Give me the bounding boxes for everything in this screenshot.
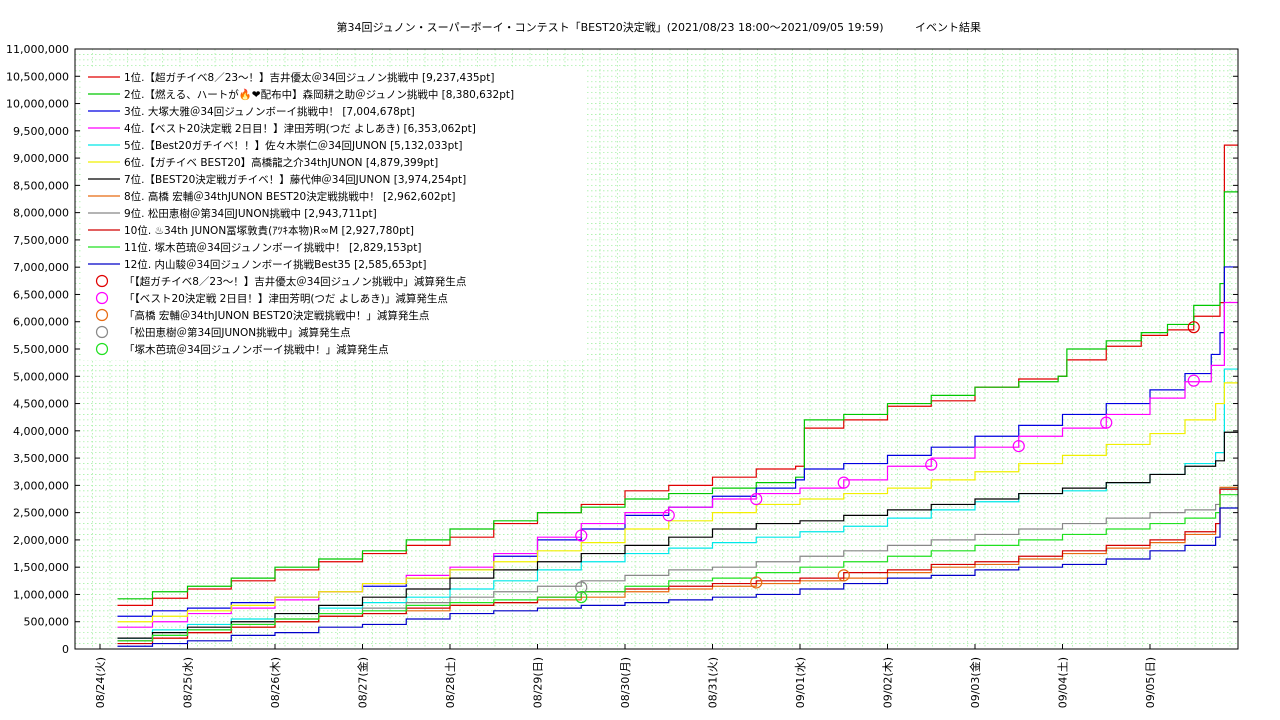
y-tick-label: 9,500,000 [13, 125, 69, 138]
marker-point-2 [925, 458, 938, 471]
legend-marker-label-5: 「塚木芭琉＠34回ジュノンボーイ挑戦中！」減算発生点 [124, 343, 389, 356]
x-tick-label: 08/29(日) [532, 657, 545, 708]
legend-marker-label-4: 「松田恵樹＠第34回JUNON挑戦中」減算発生点 [124, 326, 351, 339]
legend-label-11: 11位. 塚木芭琉＠34回ジュノンボーイ挑戦中！ [2,829,153pt] [124, 241, 421, 254]
legend-marker-label-1: 「【超ガチイベ8／23〜！】吉井優太＠34回ジュノン挑戦中」減算発生点 [124, 275, 466, 288]
legend-marker-label-2: 「【ベスト20決定戦 2日目！】津田芳明(つだ よしあき)」減算発生点 [124, 292, 448, 305]
y-tick-label: 10,500,000 [6, 70, 69, 83]
x-tick-label: 08/30(月) [619, 657, 632, 708]
series-line-7 [117, 431, 1238, 639]
y-tick-label: 4,500,000 [13, 398, 69, 411]
x-tick-label: 08/27(金) [356, 657, 370, 708]
legend-label-12: 12位. 内山駿＠34回ジュノンボーイ挑戦Best35 [2,585,653pt… [124, 258, 427, 271]
legend-background [82, 68, 587, 360]
marker-point-2 [575, 529, 588, 542]
x-tick-label: 08/31(火) [707, 657, 720, 708]
y-tick-label: 8,000,000 [13, 207, 69, 220]
legend-marker-3 [95, 308, 109, 322]
marker-point-2 [837, 476, 850, 489]
legend-label-7: 7位.【BEST20決定戦ガチイベ！】藤代伸＠34回JUNON [3,974,2… [124, 173, 466, 186]
y-tick-label: 9,000,000 [13, 152, 69, 165]
legend-label-3: 3位. 大塚大雅＠34回ジュノンボーイ挑戦中！ [7,004,678pt] [124, 105, 415, 118]
x-tick-label: 08/28(土) [444, 657, 457, 708]
y-tick-label: 8,500,000 [13, 179, 69, 192]
x-tick-label: 09/01(水) [794, 657, 807, 708]
y-tick-label: 500,000 [24, 616, 70, 629]
marker-point-2 [1100, 416, 1113, 429]
legend: 1位.【超ガチイベ8／23〜！】吉井優太＠34回ジュノン挑戦中 [9,237,4… [88, 71, 514, 356]
x-tick-label: 09/04(土) [1057, 657, 1070, 708]
x-tick-label: 09/03(金) [968, 657, 982, 708]
x-tick-label: 09/05(日) [1144, 657, 1157, 708]
y-tick-label: 3,500,000 [13, 452, 69, 465]
legend-label-4: 4位.【ベスト20決定戦 2日目！】津田芳明(つだ よしあき) [6,353,0… [124, 122, 476, 135]
chart-title: 第34回ジュノン・スーパーボーイ・コンテスト「BEST20決定戦」(2021/0… [336, 20, 883, 34]
y-tick-label: 11,000,000 [6, 43, 69, 56]
y-tick-label: 7,000,000 [13, 261, 69, 274]
y-tick-label: 6,000,000 [13, 316, 69, 329]
y-tick-label: 5,500,000 [13, 343, 69, 356]
legend-label-8: 8位. 高橋 宏輔＠34thJUNON BEST20決定戦挑戦中！ [2,962… [124, 190, 455, 203]
series-line-2 [117, 191, 1238, 600]
y-tick-label: 7,500,000 [13, 234, 69, 247]
legend-marker-5 [95, 342, 109, 356]
x-tick-label: 08/24(火) [94, 657, 107, 708]
marker-point-2 [750, 492, 763, 506]
legend-marker-label-3: 「高橋 宏輔＠34thJUNON BEST20決定戦挑戦中！」減算発生点 [124, 309, 429, 322]
series-line-1 [117, 144, 1238, 606]
series-line-11 [117, 494, 1238, 642]
x-tick-label: 08/25(水) [182, 657, 195, 708]
legend-label-2: 2位.【燃える、ハートが🔥❤配布中】森岡耕之助＠ジュノン挑戦中 [8,380,6… [124, 88, 514, 101]
y-tick-label: 0 [62, 643, 69, 656]
y-axis-ticks: 0 500,000 1,000,000 1,500,000 2,000,000 2,500… [6, 43, 1238, 656]
legend-marker-1 [95, 274, 109, 288]
marker-point-5 [575, 591, 588, 604]
x-tick-label: 08/26(木) [269, 657, 282, 708]
legend-label-10: 10位. ♨34th JUNON冨塚敦貴(ｱﾂｷ本物)R∞M [2,927,78… [124, 224, 414, 237]
y-tick-label: 2,500,000 [13, 507, 69, 520]
y-tick-label: 6,500,000 [13, 288, 69, 301]
marker-point-4 [575, 581, 588, 594]
chart-subtitle: イベント結果 [915, 20, 981, 34]
x-tick-label: 09/02(木) [882, 657, 895, 708]
marker-point-2 [1187, 374, 1200, 387]
legend-marker-4 [95, 325, 109, 339]
marker-point-3 [750, 576, 763, 589]
marker-point-3 [837, 569, 850, 582]
series-line-6 [117, 382, 1238, 623]
y-tick-label: 3,000,000 [13, 479, 69, 492]
y-tick-label: 2,000,000 [13, 534, 69, 547]
legend-marker-2 [95, 291, 109, 305]
y-tick-label: 10,000,000 [6, 98, 69, 111]
marker-points [575, 321, 1200, 604]
legend-label-1: 1位.【超ガチイベ8／23〜！】吉井優太＠34回ジュノン挑戦中 [9,237,4… [124, 71, 494, 84]
series-line-10 [117, 488, 1238, 645]
series-line-12 [117, 507, 1238, 647]
marker-point-1 [1187, 321, 1200, 334]
legend-label-9: 9位. 松田恵樹＠第34回JUNON挑戦中 [2,943,711pt] [124, 207, 377, 220]
y-tick-label: 1,000,000 [13, 588, 69, 601]
x-axis-ticks: 08/24(火) 08/25(水) 08/26(木) 08/27(金) 08/28(土)… [94, 644, 1157, 708]
y-tick-label: 4,000,000 [13, 425, 69, 438]
y-tick-label: 5,000,000 [13, 370, 69, 383]
legend-label-6: 6位.【ガチイベ BEST20】高橋龍之介34thJUNON [4,879,39… [124, 156, 438, 169]
marker-point-2 [1012, 439, 1025, 453]
y-tick-label: 1,500,000 [13, 561, 69, 574]
marker-point-2 [662, 509, 675, 522]
legend-label-5: 5位.【Best20ガチイベ！！】佐々木崇仁＠34回JUNON [5,132,0… [124, 139, 463, 152]
